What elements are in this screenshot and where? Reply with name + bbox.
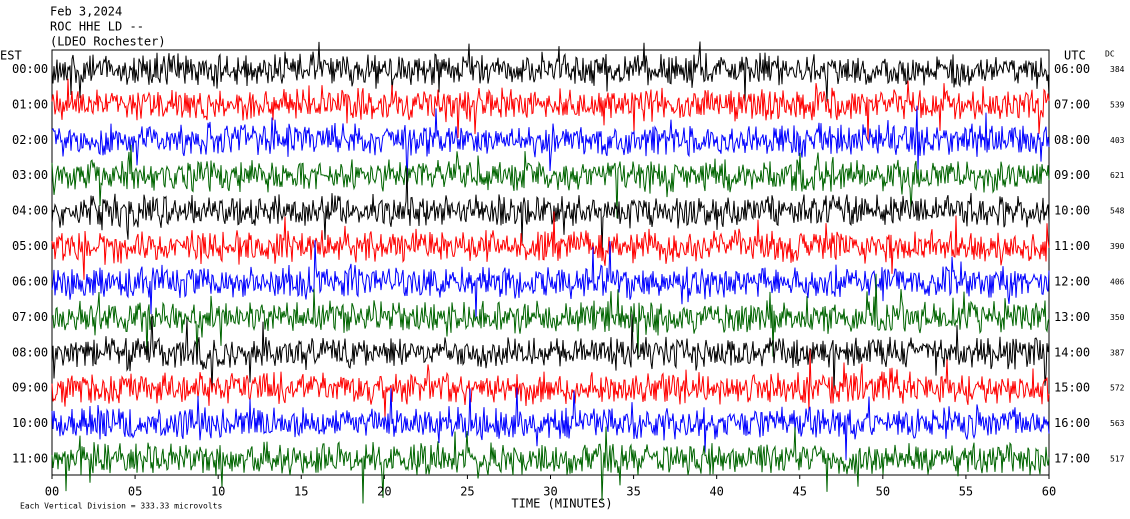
utc-label: 11:00 [1054, 239, 1090, 253]
dc-value: 350 [1110, 313, 1125, 322]
x-tick-label: 55 [959, 485, 973, 499]
dc-value: 390 [1110, 242, 1125, 251]
date: Feb 3,2024 [50, 5, 122, 19]
x-tick-label: 35 [626, 485, 640, 499]
seismic-trace [51, 41, 1050, 103]
utc-label: 15:00 [1054, 381, 1090, 395]
est-label: 04:00 [12, 204, 48, 218]
est-label: 09:00 [12, 381, 48, 395]
footer: Each Vertical Division = 333.33 microvol… [20, 502, 222, 511]
x-tick-label: 10 [211, 485, 225, 499]
dc-value: 572 [1110, 384, 1125, 393]
left-axis-title: EST [0, 49, 22, 63]
right-axis-title: UTC [1064, 49, 1086, 63]
dc-value: 621 [1110, 171, 1125, 180]
x-tick-label: 50 [876, 485, 890, 499]
utc-label: 10:00 [1054, 204, 1090, 218]
x-tick-label: 15 [294, 485, 308, 499]
est-label: 06:00 [12, 274, 48, 288]
seismic-trace [51, 314, 1050, 394]
utc-label: 14:00 [1054, 345, 1090, 359]
dc-value: 403 [1110, 136, 1125, 145]
utc-label: 06:00 [1054, 62, 1090, 76]
x-axis-title: TIME (MINUTES) [511, 497, 612, 511]
utc-label: 09:00 [1054, 168, 1090, 182]
seismic-trace [51, 105, 1050, 184]
network: (LDEO Rochester) [50, 35, 166, 49]
dc-title: DC [1105, 50, 1115, 59]
x-tick-label: 30 [543, 485, 557, 499]
dc-value: 517 [1110, 455, 1125, 464]
utc-label: 17:00 [1054, 452, 1090, 466]
est-label: 03:00 [12, 168, 48, 182]
est-label: 07:00 [12, 310, 48, 324]
dc-value: 387 [1110, 348, 1125, 357]
seismic-trace [51, 167, 1050, 254]
est-label: 11:00 [12, 452, 48, 466]
est-label: 02:00 [12, 133, 48, 147]
seismic-trace [51, 78, 1050, 141]
x-tick-label: 40 [709, 485, 723, 499]
utc-label: 13:00 [1054, 310, 1090, 324]
utc-label: 16:00 [1054, 416, 1090, 430]
seismic-trace [51, 426, 1050, 504]
dc-value: 406 [1110, 277, 1125, 286]
utc-label: 08:00 [1054, 133, 1090, 147]
est-label: 05:00 [12, 239, 48, 253]
seismic-trace [51, 144, 1050, 219]
seismic-trace [51, 273, 1050, 360]
dc-value: 563 [1110, 419, 1125, 428]
utc-label: 12:00 [1054, 274, 1090, 288]
seismic-trace [51, 211, 1050, 280]
dc-value: 539 [1110, 100, 1125, 109]
x-tick-label: 20 [377, 485, 391, 499]
seismic-trace [51, 349, 1050, 419]
seismic-trace [51, 387, 1050, 461]
est-label: 00:00 [12, 62, 48, 76]
station: ROC HHE LD -- [50, 20, 144, 34]
dc-value: 384 [1110, 65, 1125, 74]
x-tick-label: 45 [793, 485, 807, 499]
est-label: 08:00 [12, 345, 48, 359]
dc-value: 548 [1110, 207, 1125, 216]
x-tick-label: 00 [45, 485, 59, 499]
x-tick-label: 25 [460, 485, 474, 499]
seismic-trace [51, 240, 1050, 320]
x-tick-label: 05 [128, 485, 142, 499]
est-label: 10:00 [12, 416, 48, 430]
x-tick-label: 60 [1042, 485, 1056, 499]
utc-label: 07:00 [1054, 97, 1090, 111]
est-label: 01:00 [12, 97, 48, 111]
